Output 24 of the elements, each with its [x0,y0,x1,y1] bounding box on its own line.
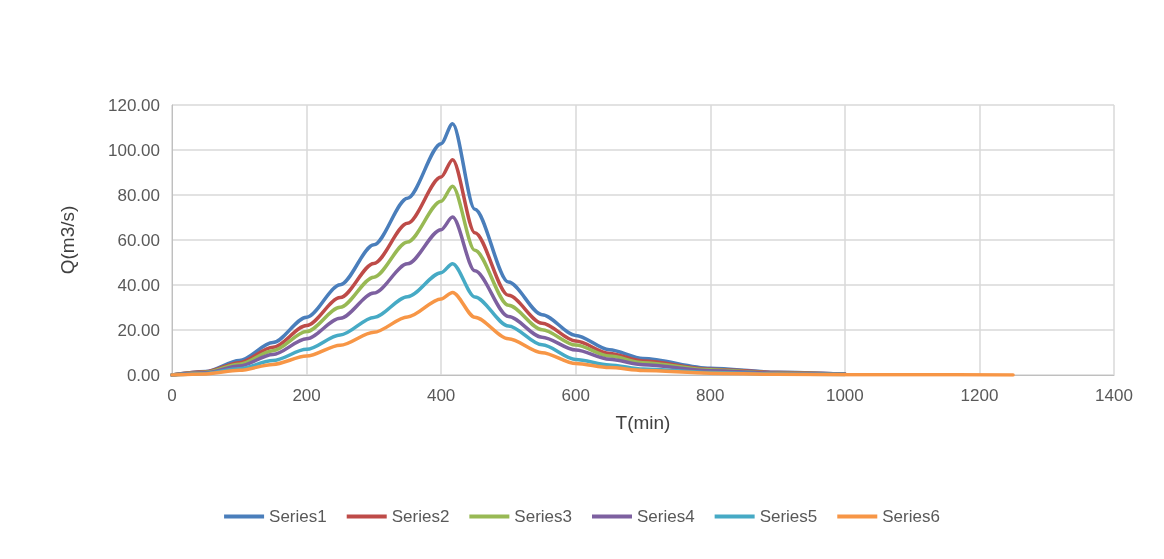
y-axis-title: Q(m3/s) [57,205,78,275]
legend-label: Series2 [391,507,450,526]
x-tick-label: 600 [561,386,590,405]
line-series [170,290,1015,377]
x-axis-title: T(min) [615,412,671,433]
x-tick-label: 1200 [960,386,999,405]
y-tick-label: 60.00 [117,230,160,250]
x-tick-label: 200 [292,386,321,405]
x-tick-label: 1000 [825,386,864,405]
legend-label: Series1 [269,507,327,526]
x-tick-label: 400 [426,386,456,405]
legend-label: Series5 [759,507,818,526]
y-tick-label: 100.00 [108,140,160,160]
x-tick-label: 800 [696,386,725,405]
x-tick-label: 1400 [1095,386,1133,405]
legend-label: Series6 [882,507,940,526]
y-tick-label: 40.00 [117,275,160,295]
y-tick-label: 20.00 [117,320,160,340]
legend-label: Series4 [637,507,695,526]
legend-label: Series3 [514,507,572,526]
y-tick-label: 0.00 [126,365,160,385]
x-tick-label: 0 [167,386,177,405]
y-tick-label: 80.00 [117,185,160,205]
y-tick-label: 120.00 [108,95,160,115]
